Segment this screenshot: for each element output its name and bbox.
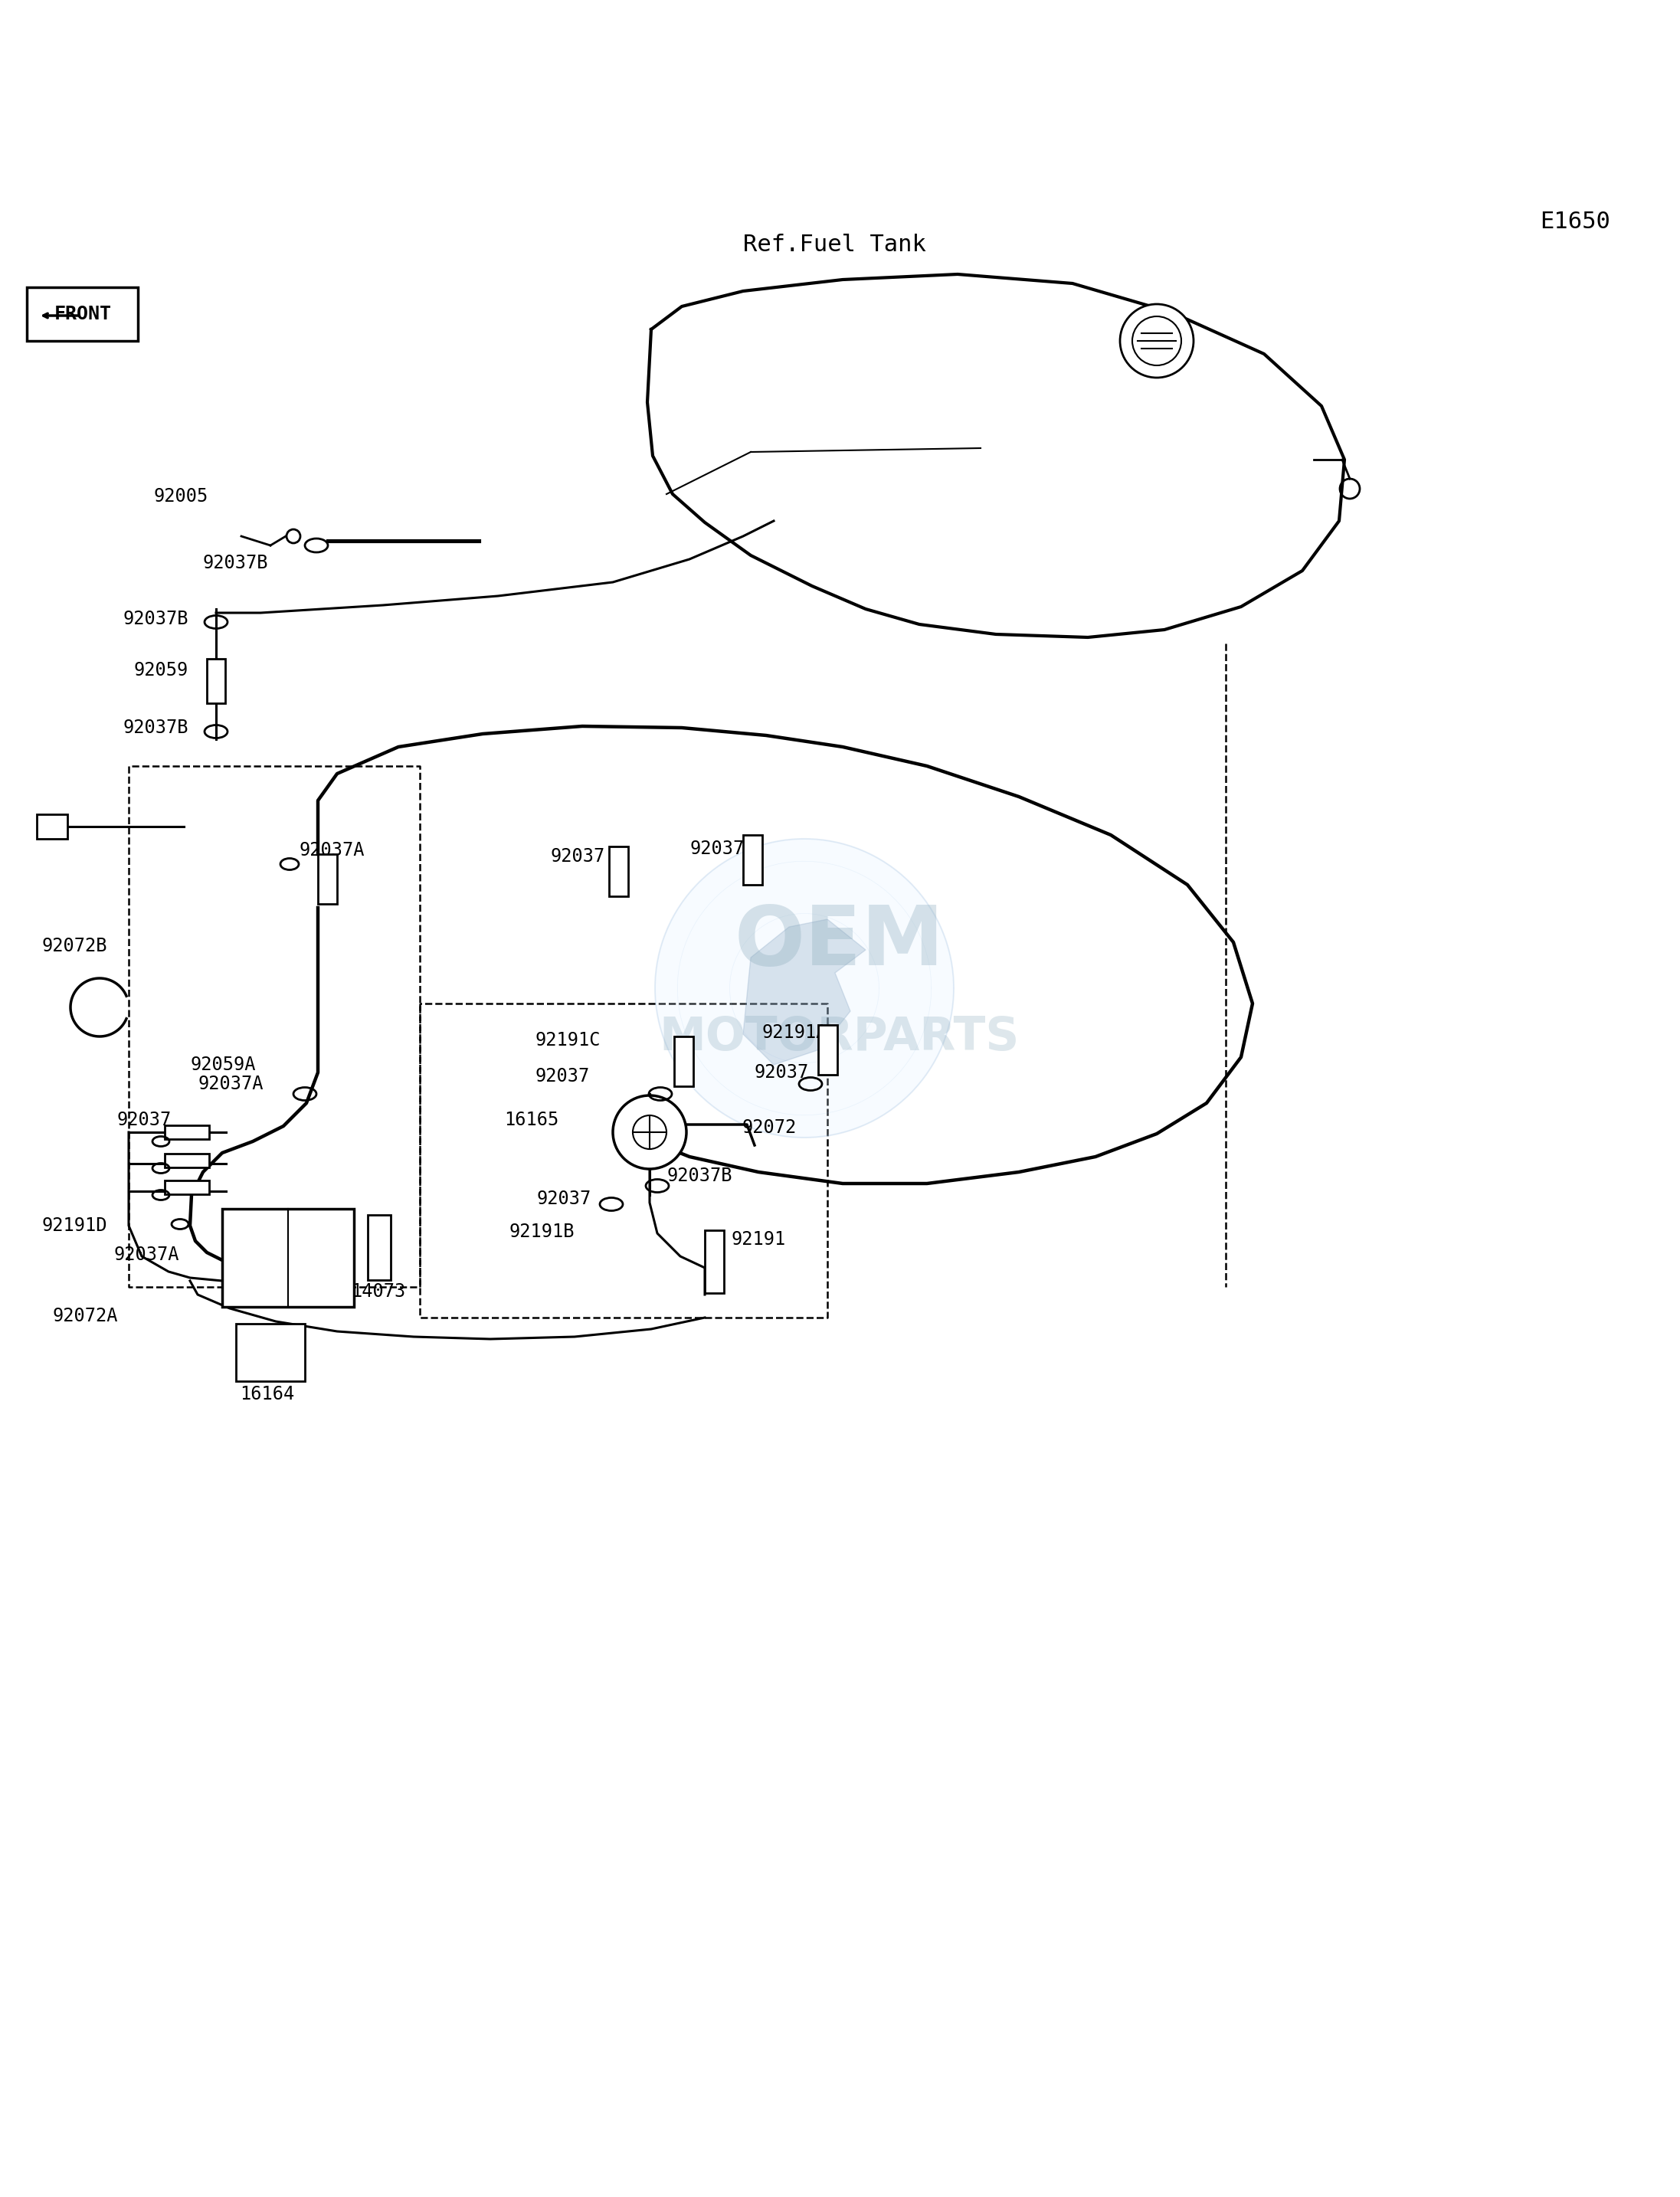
Text: 92037: 92037 bbox=[116, 1112, 171, 1129]
Polygon shape bbox=[743, 918, 865, 1066]
Text: 92037A: 92037A bbox=[198, 1074, 264, 1094]
Bar bbox=[235, 1325, 304, 1382]
Polygon shape bbox=[647, 275, 1344, 637]
Circle shape bbox=[655, 839, 954, 1138]
Bar bbox=[610, 846, 628, 896]
Text: 92191A: 92191A bbox=[763, 1024, 828, 1041]
Bar bbox=[222, 1208, 354, 1307]
Text: 92191C: 92191C bbox=[534, 1030, 600, 1050]
Text: 92037B: 92037B bbox=[667, 1167, 732, 1184]
Text: 92072: 92072 bbox=[741, 1118, 796, 1136]
Bar bbox=[706, 1230, 724, 1294]
Text: OEM: OEM bbox=[734, 901, 944, 982]
Text: 92059A: 92059A bbox=[190, 1055, 255, 1074]
Text: 92037: 92037 bbox=[689, 839, 744, 859]
Text: 92037B: 92037B bbox=[123, 611, 188, 628]
Text: 16165: 16165 bbox=[504, 1112, 559, 1129]
Bar bbox=[165, 1180, 208, 1195]
Bar bbox=[27, 288, 138, 341]
Text: FRONT: FRONT bbox=[54, 305, 111, 323]
Text: 92059: 92059 bbox=[134, 661, 188, 679]
Text: 92191B: 92191B bbox=[509, 1222, 575, 1241]
Text: 92005: 92005 bbox=[153, 488, 208, 505]
Bar bbox=[207, 659, 225, 703]
Bar bbox=[165, 1153, 208, 1167]
Text: 92037A: 92037A bbox=[299, 841, 365, 859]
Bar bbox=[37, 815, 67, 839]
Text: 92037: 92037 bbox=[549, 848, 605, 866]
Text: 92037: 92037 bbox=[754, 1063, 810, 1081]
Text: MOTORPARTS: MOTORPARTS bbox=[660, 1015, 1020, 1061]
Text: 92037: 92037 bbox=[534, 1068, 590, 1085]
Bar bbox=[368, 1215, 391, 1281]
Circle shape bbox=[613, 1096, 687, 1169]
Text: 92191: 92191 bbox=[731, 1230, 786, 1248]
Text: Ref.Fuel Tank: Ref.Fuel Tank bbox=[743, 235, 926, 257]
Text: 92072A: 92072A bbox=[52, 1307, 118, 1325]
Bar bbox=[674, 1037, 694, 1085]
Text: 92037A: 92037A bbox=[113, 1246, 178, 1263]
Text: 92037B: 92037B bbox=[203, 554, 269, 571]
Text: 16164: 16164 bbox=[240, 1384, 294, 1404]
Bar bbox=[318, 855, 338, 903]
Circle shape bbox=[1121, 303, 1193, 378]
Text: 92037B: 92037B bbox=[123, 718, 188, 736]
Bar bbox=[165, 1125, 208, 1138]
Bar bbox=[818, 1026, 837, 1074]
Text: 14073: 14073 bbox=[351, 1283, 405, 1301]
Text: E1650: E1650 bbox=[1541, 211, 1609, 233]
Text: 92037: 92037 bbox=[536, 1189, 591, 1208]
Bar bbox=[743, 835, 763, 885]
Text: 92191D: 92191D bbox=[42, 1217, 108, 1235]
Text: 92072B: 92072B bbox=[42, 936, 108, 956]
